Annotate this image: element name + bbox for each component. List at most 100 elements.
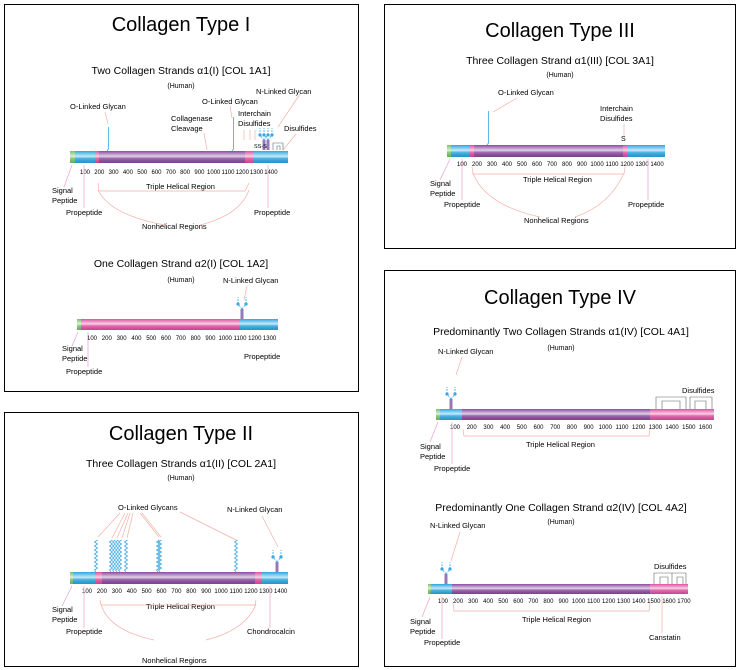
tick-label: 700 (528, 599, 539, 605)
label-signal: Signal (52, 186, 73, 195)
type4-a2-subtitle: Predominantly One Collagen Strand α2(IV)… (435, 502, 686, 514)
o-glycan-icon (233, 539, 239, 573)
tick-label: 1300 (263, 336, 277, 342)
label-triple-helical: Triple Helical Region (526, 440, 595, 449)
o-glycan-icon (108, 539, 114, 573)
o-glycan-icon (486, 111, 489, 146)
label-disulfides: Disulfides (284, 124, 317, 133)
n-glycan-node (262, 133, 266, 137)
tick-label: 1600 (699, 425, 713, 431)
tick-label: 1000 (599, 425, 613, 431)
label-o-glycans: O-Linked Glycans (118, 503, 178, 512)
label-propeptide-c: Propeptide (628, 200, 664, 209)
type2-pointer-lines (61, 585, 271, 628)
label-signal: Signal (410, 617, 431, 626)
label-interchain: Interchain (600, 104, 633, 113)
tick-label: 1500 (647, 599, 661, 605)
type1-a1-subtitle: Two Collagen Strands α1(I) [COL 1A1] (91, 65, 270, 77)
label-n-glycan: N-Linked Glycan (223, 276, 278, 285)
tick-label: 600 (532, 162, 543, 168)
type3-subtitle: Three Collagen Strand α1(III) [COL 3A1] (466, 55, 654, 67)
label-interchain-disulfides: Disulfides (600, 114, 633, 123)
label-o-glycan: O-Linked Glycan (202, 97, 258, 106)
tick-label: 800 (567, 425, 578, 431)
type2-leader-lines (97, 511, 279, 641)
n-glycan-stem (262, 140, 266, 150)
label-propeptide: Propeptide (66, 627, 102, 636)
tick-label: 300 (483, 425, 494, 431)
tick-label: 1300 (617, 599, 631, 605)
tick-label: 500 (142, 589, 153, 595)
tick-label: 1000 (572, 599, 586, 605)
tick-label: 400 (131, 336, 142, 342)
tick-label: 1300 (259, 589, 273, 595)
strand-shading (436, 409, 714, 420)
tick-label: 800 (562, 162, 573, 168)
tick-label: 500 (137, 170, 148, 176)
label-peptide: Peptide (52, 196, 77, 205)
tick-label: 900 (201, 589, 212, 595)
label-interchain: Interchain (238, 109, 271, 118)
label-disulfides: Disulfides (654, 562, 687, 571)
disulfide-bonds (655, 396, 713, 409)
tick-label: 500 (146, 336, 157, 342)
o-glycan-icon (106, 127, 109, 152)
tick-label: 400 (123, 170, 134, 176)
n-glycan-node (448, 567, 452, 571)
label-peptide: Peptide (430, 189, 455, 198)
type4-a1-leader-lines (455, 356, 651, 437)
label-signal: Signal (52, 605, 73, 614)
label-propeptide-n: Propeptide (66, 208, 102, 217)
tick-label: 500 (517, 162, 528, 168)
tick-label: 600 (533, 425, 544, 431)
o-glycan-icon (123, 539, 129, 573)
tick-label: 1300 (250, 170, 264, 176)
tick-label: 400 (127, 589, 138, 595)
n-glycan-icon (441, 562, 451, 575)
label-collagenase: Collagenase (171, 114, 213, 123)
type4-a1-subtitle: Predominantly Two Collagen Strands α1(IV… (433, 326, 689, 338)
tick-label: 800 (191, 336, 202, 342)
strand-shading (77, 319, 278, 330)
label-nonhelical: Nonhelical Regions (524, 216, 589, 225)
n-glycan-icon (446, 387, 456, 400)
type1-a2-leader (243, 285, 248, 301)
tick-label: 600 (156, 589, 167, 595)
type4-a1-pointer-lines (429, 421, 453, 464)
label-nonhelical: Nonhelical Regions (142, 222, 207, 231)
disulfide-bonds (272, 142, 284, 150)
tick-label: 900 (205, 336, 216, 342)
tick-label: 1400 (650, 162, 664, 168)
tick-label: 1100 (587, 599, 601, 605)
o-glycan-icon (157, 539, 163, 573)
tick-label: 1400 (264, 170, 278, 176)
label-cleavage: Cleavage (171, 124, 203, 133)
tick-label: 1100 (234, 336, 248, 342)
tick-label: 700 (176, 336, 187, 342)
tick-label: 1000 (590, 162, 604, 168)
n-glycan-node (266, 133, 270, 137)
label-triple-helical: Triple Helical Region (523, 175, 592, 184)
tick-label: 1100 (616, 425, 630, 431)
label-triple-helical: Triple Helical Region (146, 602, 215, 611)
tick-label: 1200 (632, 425, 646, 431)
n-glycan-stem (266, 140, 270, 150)
tick-label: 700 (171, 589, 182, 595)
o-glycan-icon (111, 539, 117, 573)
strand-shading (70, 572, 288, 584)
tick-label: 900 (584, 425, 595, 431)
tick-label: 400 (500, 425, 511, 431)
tick-label: 1500 (682, 425, 696, 431)
label-propeptide-c: Propeptide (254, 208, 290, 217)
o-glycan-icon (117, 539, 123, 573)
n-glycan-node (440, 567, 444, 571)
label-peptide: Peptide (62, 354, 87, 363)
type4-a2-species: (Human) (547, 519, 574, 526)
tick-label: 100 (82, 589, 93, 595)
tick-label: 1400 (665, 425, 679, 431)
label-o-glycan: O-Linked Glycan (498, 88, 554, 97)
disulfide-bonds (653, 572, 687, 584)
strand-shading (447, 145, 665, 157)
type1-a2-subtitle: One Collagen Strand α2(I) [COL 1A2] (94, 258, 268, 270)
n-glycan-icon (237, 297, 247, 310)
